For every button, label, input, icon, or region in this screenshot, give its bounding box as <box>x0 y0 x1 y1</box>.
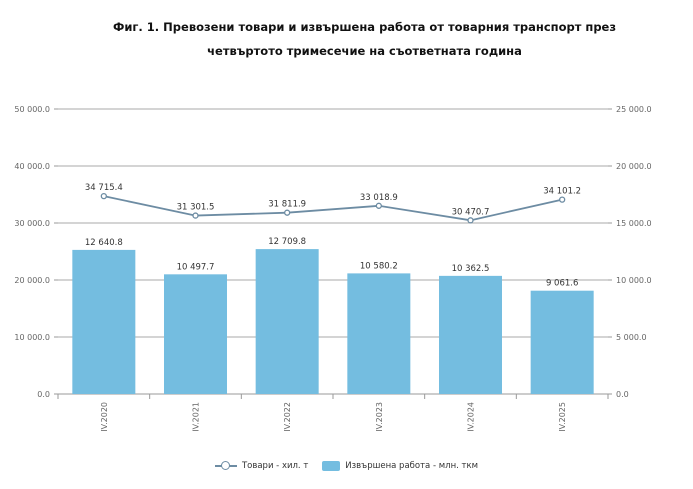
bar <box>347 273 411 394</box>
left-axis-tick-label: 40 000.0 <box>14 162 50 171</box>
line-point <box>192 212 199 219</box>
left-axis-tick-label: 30 000.0 <box>14 219 50 228</box>
bar-data-label: 10 497.7 <box>177 262 215 272</box>
x-axis-tick-label: IV.2023 <box>375 402 384 432</box>
line-data-label: 31 301.5 <box>177 203 215 213</box>
bar <box>439 275 502 394</box>
line-data-label: 34 715.4 <box>85 183 123 193</box>
right-axis-tick-label: 10 000.0 <box>616 276 652 285</box>
bar-data-label: 10 362.5 <box>452 264 490 274</box>
line-point <box>375 202 382 209</box>
bar <box>72 249 136 394</box>
bar-data-label: 9 061.6 <box>546 279 578 289</box>
line-point <box>559 196 566 203</box>
chart-subtitle: четвъртото тримесечие на съответната год… <box>207 44 522 58</box>
right-axis-tick-label: 5 000.0 <box>616 333 647 342</box>
x-axis-tick-label: IV.2020 <box>100 402 109 432</box>
legend-item-line: Товари - хил. т <box>214 461 309 471</box>
x-axis-tick-label: IV.2022 <box>283 402 292 432</box>
line-data-label: 30 470.7 <box>452 207 490 217</box>
line-data-label: 34 101.2 <box>543 187 581 197</box>
legend-label-line: Товари - хил. т <box>241 461 309 471</box>
line-data-label: 31 811.9 <box>268 200 306 210</box>
bar-data-label: 12 709.8 <box>268 237 306 247</box>
legend-label-bar: Извършена работа - млн. ткм <box>345 461 479 471</box>
x-axis-tick-label: IV.2021 <box>192 402 201 432</box>
bar-data-label: 12 640.8 <box>85 238 123 248</box>
left-axis-tick-label: 10 000.0 <box>14 333 50 342</box>
bar-data-label: 10 580.2 <box>360 261 398 271</box>
x-axis-tick-label: IV.2024 <box>467 402 476 432</box>
bar <box>530 290 594 394</box>
right-axis-tick-label: 0.0 <box>616 390 629 399</box>
legend-item-bar: Извършена работа - млн. ткм <box>322 461 478 471</box>
bar <box>164 274 227 394</box>
left-axis-tick-label: 0.0 <box>37 390 50 399</box>
left-axis-tick-label: 50 000.0 <box>14 105 50 114</box>
chart-legend: Товари - хил. т Извършена работа - млн. … <box>0 461 693 471</box>
line-point <box>467 217 474 224</box>
x-axis-tick-label: IV.2025 <box>558 402 567 432</box>
legend-line-swatch <box>214 461 237 471</box>
bar <box>255 249 319 394</box>
right-axis-tick-label: 20 000.0 <box>616 162 652 171</box>
line-point <box>100 192 107 200</box>
line-point <box>284 209 291 216</box>
chart-title: Фиг. 1. Превозени товари и извършена раб… <box>112 20 617 34</box>
right-axis-tick-label: 25 000.0 <box>616 105 652 114</box>
line-data-label: 33 018.9 <box>360 193 398 203</box>
legend-bar-swatch <box>322 461 341 471</box>
line-series <box>103 195 563 222</box>
right-axis-tick-label: 15 000.0 <box>616 219 652 228</box>
left-axis-tick-label: 20 000.0 <box>14 276 50 285</box>
